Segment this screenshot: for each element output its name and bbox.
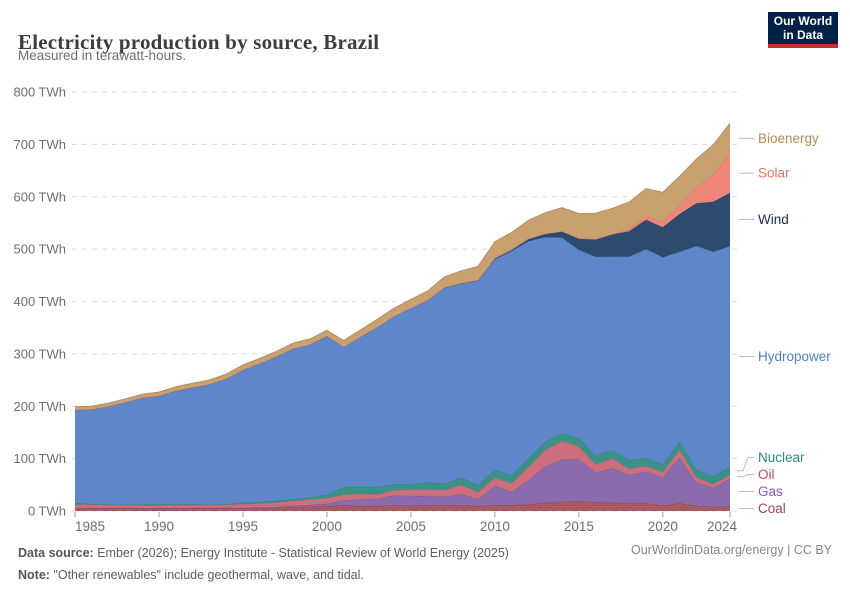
- note-text: "Other renewables" include geothermal, w…: [49, 567, 364, 582]
- legend-label-solar[interactable]: Solar: [758, 166, 790, 181]
- chart-plot-area[interactable]: [75, 92, 730, 511]
- data-source-label: Data source:: [18, 546, 94, 560]
- y-tick-label: 600 TWh: [13, 189, 66, 204]
- credit-link[interactable]: OurWorldinData.org/energy | CC BY: [630, 543, 832, 557]
- legend-label-oil[interactable]: Oil: [758, 467, 775, 482]
- page-title: Electricity production by source, Brazil: [18, 30, 380, 55]
- legend-label-wind[interactable]: Wind: [758, 212, 789, 227]
- page-subtitle: Measured in terawatt-hours.: [18, 48, 187, 63]
- x-tick-label: 2000: [312, 519, 342, 534]
- footer: Data source: Ember (2026); Energy Instit…: [18, 543, 509, 587]
- y-tick-label: 200 TWh: [13, 399, 66, 414]
- area-edge-bioenergy: [74, 122, 731, 408]
- y-tick-label: 700 TWh: [13, 137, 66, 152]
- data-source-text: Ember (2026); Energy Institute - Statist…: [93, 546, 509, 560]
- legend-label-hydropower[interactable]: Hydropower: [758, 349, 831, 364]
- x-tick-label: 2015: [564, 519, 594, 534]
- y-tick-label: 500 TWh: [13, 242, 66, 257]
- legend-label-coal[interactable]: Coal: [758, 501, 786, 516]
- owid-logo[interactable]: Our World in Data: [768, 12, 838, 48]
- legend-label-gas[interactable]: Gas: [758, 484, 783, 499]
- y-tick-label: 0 TWh: [28, 504, 66, 519]
- y-tick-label: 100 TWh: [13, 451, 66, 466]
- area-edge-oil: [74, 440, 731, 506]
- legend-connector-oil: [737, 474, 754, 478]
- area-gas: [75, 457, 730, 509]
- data-source-line: Data source: Ember (2026); Energy Instit…: [18, 543, 509, 565]
- note-line: Note: "Other renewables" include geother…: [18, 565, 509, 587]
- x-tick-label: 1995: [228, 519, 258, 534]
- owid-logo-line2: in Data: [782, 28, 823, 42]
- x-tick-label: 2010: [480, 519, 510, 534]
- area-hydropower: [75, 237, 730, 505]
- legend-connector-nuclear: [737, 457, 754, 472]
- legend-label-nuclear[interactable]: Nuclear: [758, 450, 805, 465]
- x-tick-label: 2024: [707, 519, 738, 534]
- owid-logo-line1: Our World: [773, 13, 833, 28]
- x-tick-label: 1985: [75, 519, 105, 534]
- y-tick-label: 400 TWh: [13, 294, 66, 309]
- x-tick-label: 1990: [144, 519, 174, 534]
- legend-label-bioenergy[interactable]: Bioenergy: [758, 131, 819, 146]
- x-tick-label: 2005: [396, 519, 426, 534]
- note-label: Note:: [18, 567, 50, 582]
- y-tick-label: 800 TWh: [13, 85, 66, 100]
- area-edge-gas: [74, 456, 731, 509]
- area-oil: [75, 441, 730, 509]
- x-tick-label: 2020: [648, 519, 678, 534]
- y-tick-label: 300 TWh: [13, 346, 66, 361]
